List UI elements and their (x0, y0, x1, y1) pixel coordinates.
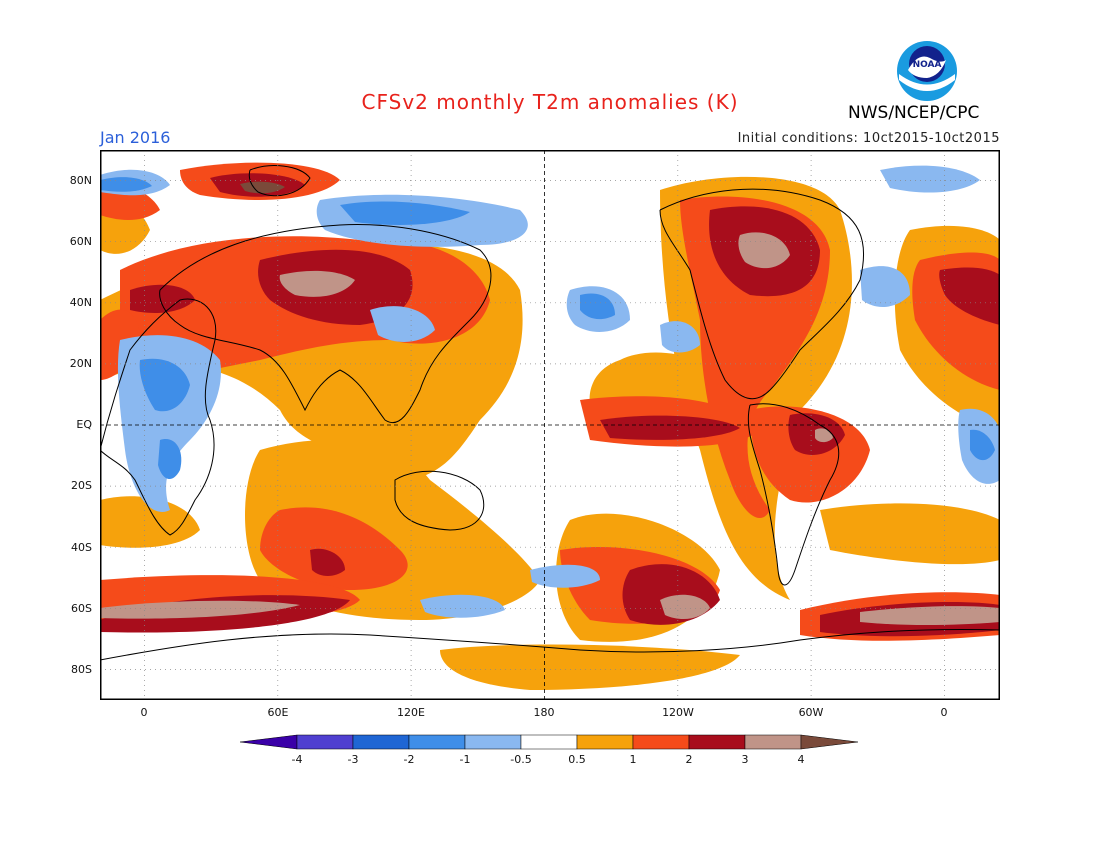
lat-label-80n: 80N (69, 174, 92, 187)
lon-label-120w: 120W (662, 706, 694, 719)
lon-label-0: 0 (140, 706, 148, 719)
lon-label-120e: 120E (397, 706, 425, 719)
equator-and-dateline (100, 150, 1000, 700)
colorbar-swatch (576, 734, 634, 750)
colorbar-swatch (352, 734, 410, 750)
lat-label-80s: 80S (71, 663, 92, 676)
anomaly-map (100, 150, 1000, 700)
lat-label-60n: 60N (69, 235, 92, 248)
colorbar-label: -3 (347, 753, 359, 766)
colorbar-swatch (464, 734, 522, 750)
coastlines (100, 165, 1000, 661)
lat-label-20n: 20N (69, 357, 92, 370)
colorbar (240, 734, 859, 750)
colorbar-label: -0.5 (510, 753, 532, 766)
lon-label-60e: 60E (267, 706, 289, 719)
colorbar-swatch (800, 734, 859, 750)
colorbar-swatch (408, 734, 466, 750)
colorbar-swatch (744, 734, 802, 750)
colorbar-swatch (520, 734, 578, 750)
colorbar-label: 0.5 (568, 753, 586, 766)
lat-label-eq: EQ (76, 418, 92, 431)
anomaly-band-strong-negative (100, 177, 995, 480)
lon-label-60w: 60W (798, 706, 824, 719)
anomaly-band-3-4 (100, 232, 1000, 625)
colorbar-label: -1 (459, 753, 471, 766)
colorbar-label: 2 (685, 753, 693, 766)
agency-label: NWS/NCEP/CPC (848, 103, 980, 123)
colorbar-label: 1 (629, 753, 637, 766)
colorbar-swatch (240, 734, 298, 750)
colorbar-label: -4 (291, 753, 303, 766)
initial-conditions: Initial conditions: 10ct2015-10ct2015 (737, 131, 1000, 146)
logo-text: NOAA (913, 60, 942, 70)
colorbar-label: -2 (403, 753, 415, 766)
noaa-logo: NOAA (896, 40, 958, 106)
lat-label-40n: 40N (69, 296, 92, 309)
lat-label-60s: 60S (71, 602, 92, 615)
lon-label-180: 180 (533, 706, 555, 719)
colorbar-swatch (632, 734, 690, 750)
lat-label-20s: 20S (71, 479, 92, 492)
forecast-month: Jan 2016 (100, 128, 171, 147)
colorbar-label: 4 (797, 753, 805, 766)
colorbar-swatch (296, 734, 354, 750)
colorbar-label: 3 (741, 753, 749, 766)
lat-label-40s: 40S (71, 541, 92, 554)
colorbar-swatch (688, 734, 746, 750)
map-frame (100, 150, 1000, 700)
chart-title: CFSv2 monthly T2m anomalies (K) (361, 90, 739, 114)
lon-label-0-east: 0 (940, 706, 948, 719)
